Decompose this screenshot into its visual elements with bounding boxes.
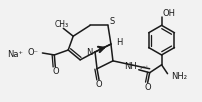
Text: S: S (109, 17, 115, 26)
Text: CH₃: CH₃ (54, 20, 68, 29)
Text: NH₂: NH₂ (171, 72, 187, 81)
Text: O⁻: O⁻ (27, 48, 38, 57)
Text: O: O (144, 83, 150, 92)
Text: H: H (115, 38, 122, 47)
Text: O: O (52, 67, 58, 76)
Text: NH: NH (123, 62, 136, 71)
Text: OH: OH (162, 9, 175, 18)
Text: O: O (95, 80, 102, 89)
Text: N: N (85, 48, 92, 57)
Text: Na⁺: Na⁺ (7, 50, 23, 59)
